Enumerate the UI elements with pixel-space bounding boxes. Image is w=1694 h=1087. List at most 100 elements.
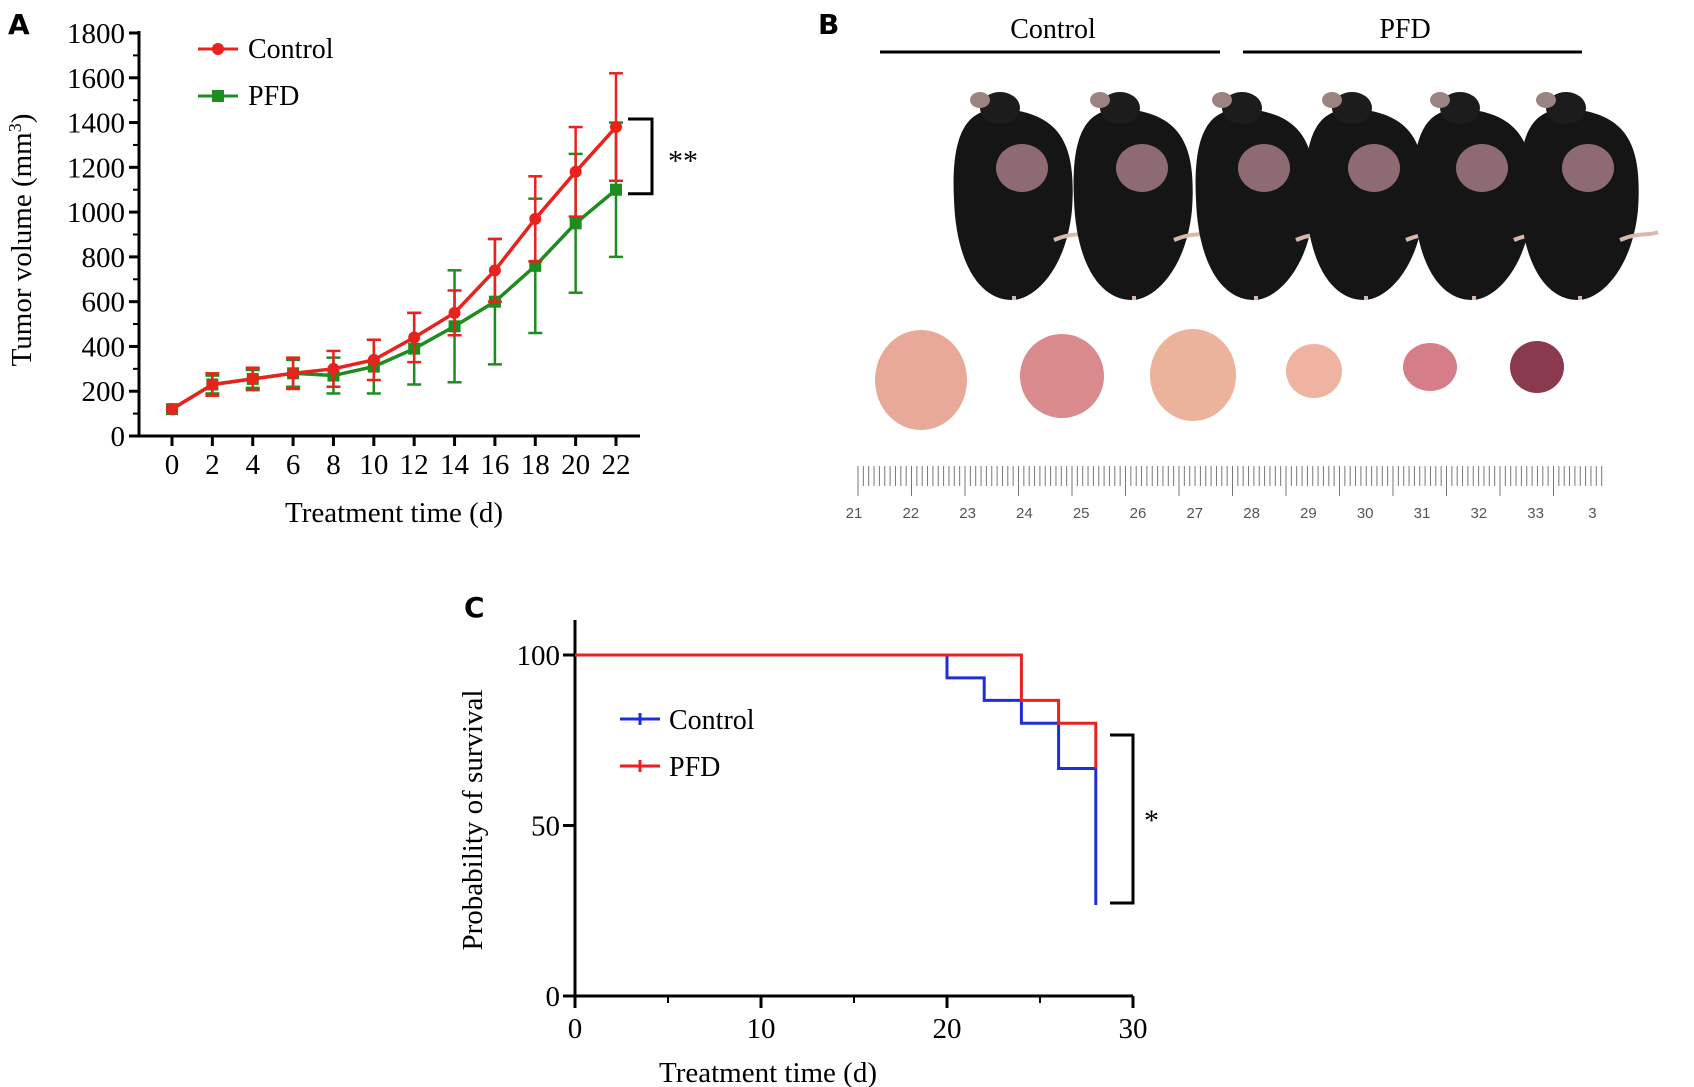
panel-letter-b: B xyxy=(818,8,839,41)
data-point xyxy=(367,353,380,366)
ruler-label: 29 xyxy=(1300,505,1317,522)
panel-c-x-tick-labels: 0 10 20 30 xyxy=(568,1013,1148,1045)
series-line xyxy=(171,125,618,411)
panel-b: B Control PFD 21 22 23 24 25 26 27 28 29 30 31 32 33… xyxy=(818,8,1659,522)
significance-label: ** xyxy=(668,144,698,177)
y-tick-label: 400 xyxy=(82,331,126,363)
data-point xyxy=(206,378,219,391)
tumor-3 xyxy=(1150,329,1236,421)
panel-a-x-axis-label: Treatment time (d) xyxy=(285,497,503,529)
mouse-ear xyxy=(1430,92,1450,108)
ruler-label: 25 xyxy=(1073,505,1090,522)
panel-a-y-axis-label: Tumor volume (mm3) xyxy=(5,114,38,367)
mouse-2 xyxy=(1073,92,1213,300)
ruler-label: 22 xyxy=(902,505,919,522)
y-tick-label: 50 xyxy=(531,811,560,843)
panel-a-axes xyxy=(129,31,640,446)
legend-pfd-label: PFD xyxy=(248,81,299,112)
x-tick-label: 6 xyxy=(286,449,301,481)
panel-a-legend: Control PFD xyxy=(198,34,334,112)
data-point xyxy=(569,217,582,230)
x-tick-label: 10 xyxy=(359,449,388,481)
panel-a-y-tick-labels: 0 200 400 600 800 1000 1200 1400 1600 1800 xyxy=(67,18,125,453)
x-tick-label: 0 xyxy=(568,1013,583,1045)
ruler-body xyxy=(852,466,1608,496)
mouse-ear xyxy=(1212,92,1232,108)
x-tick-label: 22 xyxy=(602,449,631,481)
data-point xyxy=(448,306,461,319)
x-tick-label: 20 xyxy=(933,1013,962,1045)
significance-label: * xyxy=(1144,804,1159,837)
x-tick-label: 30 xyxy=(1119,1013,1148,1045)
panel-c-axes xyxy=(563,620,1135,1008)
x-tick-label: 16 xyxy=(480,449,509,481)
group-label-pfd: PFD xyxy=(1379,14,1430,45)
ruler-labels: 21 22 23 24 25 26 27 28 29 30 31 32 33 3 xyxy=(846,505,1597,522)
mouse-tumor xyxy=(1348,144,1400,192)
ruler: 21 22 23 24 25 26 27 28 29 30 31 32 33 3 xyxy=(846,466,1608,522)
x-tick-label: 10 xyxy=(747,1013,776,1045)
data-point xyxy=(610,121,622,134)
y-tick-label: 600 xyxy=(82,287,126,319)
y-tick-label: 800 xyxy=(82,242,126,274)
ruler-label: 30 xyxy=(1357,505,1374,522)
panel-c-y-axis-label: Probability of survival xyxy=(457,690,489,951)
y-tick-label: 1000 xyxy=(67,197,125,229)
mouse-tumor xyxy=(1456,144,1508,192)
data-point xyxy=(246,372,259,385)
legend-pfd-label: PFD xyxy=(669,752,720,783)
y-tick-label: 1600 xyxy=(67,63,125,95)
x-tick-label: 18 xyxy=(521,449,550,481)
panel-a-significance: ** xyxy=(628,117,698,196)
mouse-tumor xyxy=(1116,144,1168,192)
mouse-ear xyxy=(970,92,990,108)
mouse-6 xyxy=(1519,92,1659,300)
series-control xyxy=(166,72,623,416)
data-point xyxy=(166,403,178,416)
ruler-label: 27 xyxy=(1186,505,1203,522)
panel-a-series xyxy=(166,72,623,416)
mouse-ear xyxy=(1322,92,1342,108)
ruler-label: 31 xyxy=(1414,505,1431,522)
mouse-1 xyxy=(953,92,1093,300)
data-point xyxy=(287,367,300,380)
mouse-tumor xyxy=(1238,144,1290,192)
x-tick-label: 8 xyxy=(326,449,341,481)
x-tick-label: 4 xyxy=(245,449,260,481)
x-tick-label: 20 xyxy=(561,449,590,481)
data-point xyxy=(529,259,542,272)
significance-bracket xyxy=(628,117,654,196)
panel-a-x-tick-labels: 0 2 4 6 8 10 12 14 16 18 20 22 xyxy=(165,449,631,481)
ruler-ticks xyxy=(857,466,1603,496)
y-tick-label: 1800 xyxy=(67,18,125,50)
ruler-label: 3 xyxy=(1588,505,1596,522)
ruler-label: 21 xyxy=(846,505,863,522)
legend-control-label: Control xyxy=(248,34,334,65)
tumor-6 xyxy=(1510,341,1564,393)
significance-bracket xyxy=(1110,733,1135,905)
x-tick-label: 14 xyxy=(440,449,470,481)
ruler-label: 33 xyxy=(1527,505,1544,522)
tumor-5 xyxy=(1403,343,1457,391)
mice-photo xyxy=(953,92,1659,300)
data-point xyxy=(569,165,582,178)
y-tick-label: 1400 xyxy=(67,108,125,140)
panel-letter-a: A xyxy=(8,8,30,41)
data-point xyxy=(610,183,622,196)
legend-pfd-marker xyxy=(212,90,224,102)
data-point xyxy=(488,264,501,277)
mouse-tumor xyxy=(1562,144,1614,192)
series-pfd-line xyxy=(575,653,1098,769)
panel-c-significance: * xyxy=(1110,733,1159,905)
y-tick-label: 0 xyxy=(546,981,561,1013)
mouse-ear xyxy=(1536,92,1556,108)
panel-c-legend: Control PFD xyxy=(620,705,755,783)
panel-c: C 0 50 100 0 10 20 30 Treatment time (d) Prob… xyxy=(457,591,1159,1087)
data-point xyxy=(529,212,542,225)
panel-letter-c: C xyxy=(464,591,485,624)
ruler-label: 24 xyxy=(1016,505,1033,522)
mouse-5 xyxy=(1413,92,1553,300)
mouse-4 xyxy=(1305,92,1445,300)
